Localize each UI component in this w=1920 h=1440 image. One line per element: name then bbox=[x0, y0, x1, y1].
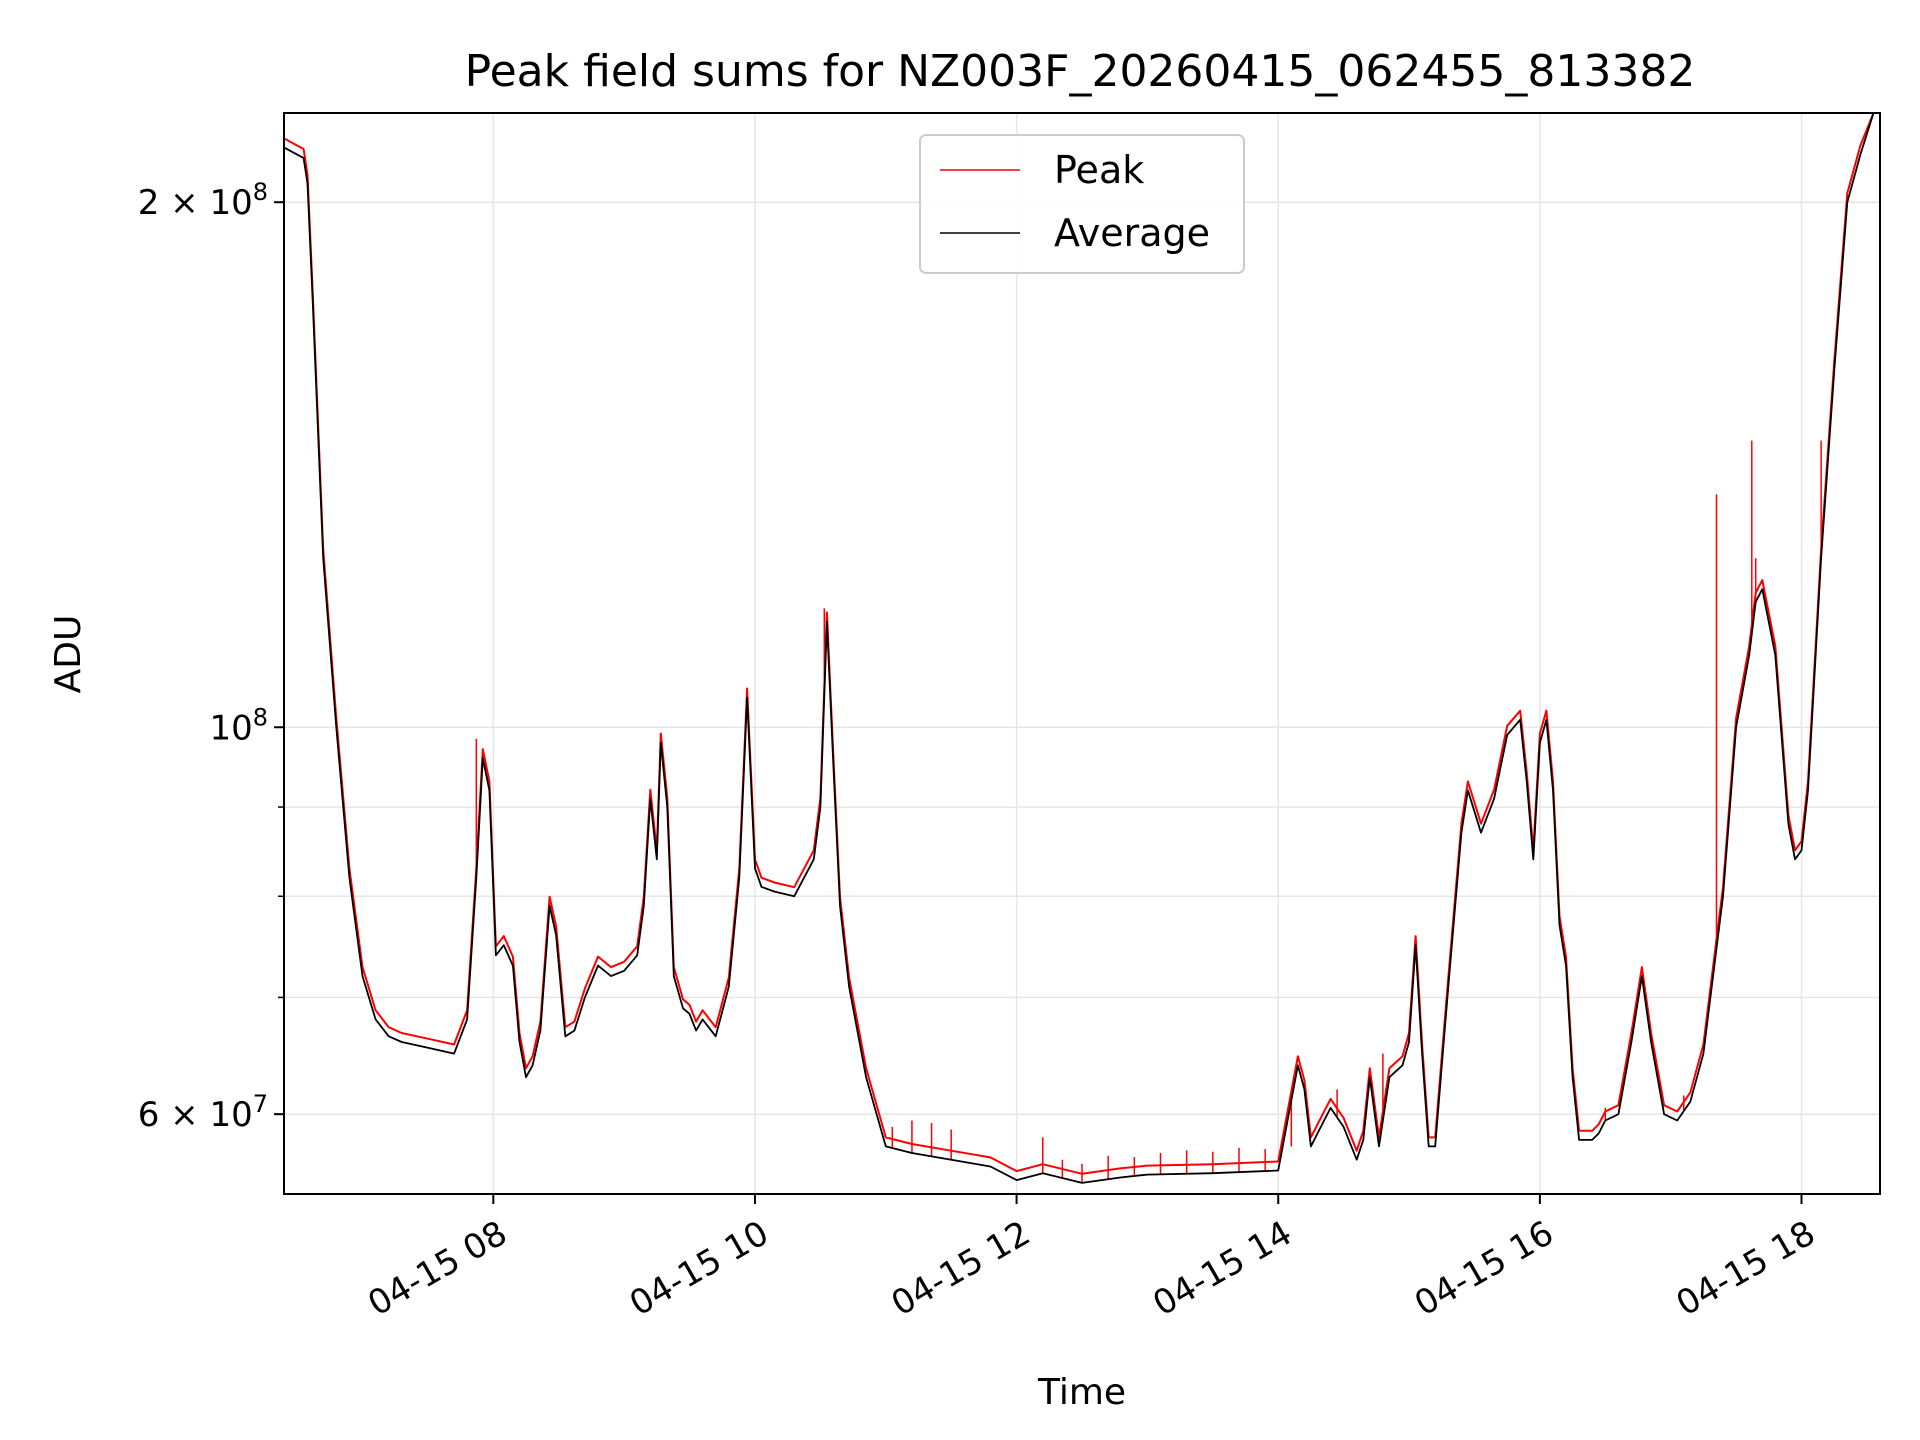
x-axis: 04-15 08 04-15 10 04-15 12 04-15 14 04-15 16… bbox=[361, 1194, 1822, 1324]
legend-label-average: Average bbox=[1054, 211, 1210, 255]
y-axis: 6 × 107 108 2 × 108 bbox=[138, 178, 284, 1135]
peak-series-line bbox=[283, 112, 1880, 1175]
x-tick-label: 04-15 16 bbox=[1408, 1213, 1560, 1324]
y-tick-label: 108 bbox=[209, 703, 268, 748]
y-tick-label: 6 × 107 bbox=[138, 1090, 268, 1135]
x-tick-label: 04-15 14 bbox=[1146, 1213, 1298, 1324]
y-axis-label: ADU bbox=[48, 615, 89, 694]
series-layer bbox=[283, 112, 1880, 1184]
average-series-line bbox=[283, 112, 1880, 1184]
x-tick-label: 04-15 12 bbox=[885, 1213, 1037, 1324]
x-axis-label: Time bbox=[1037, 1372, 1126, 1413]
x-tick-label: 04-15 08 bbox=[361, 1213, 513, 1324]
chart-title: Peak field sums for NZ003F_20260415_0624… bbox=[465, 46, 1696, 97]
x-tick-label: 04-15 10 bbox=[623, 1213, 775, 1324]
x-tick-label: 04-15 18 bbox=[1670, 1213, 1822, 1324]
y-tick-label: 2 × 108 bbox=[138, 178, 268, 223]
grid bbox=[284, 113, 1880, 1194]
plot-frame bbox=[283, 112, 1881, 1195]
legend: Peak Average bbox=[919, 134, 1245, 274]
legend-label-peak: Peak bbox=[1054, 148, 1144, 192]
